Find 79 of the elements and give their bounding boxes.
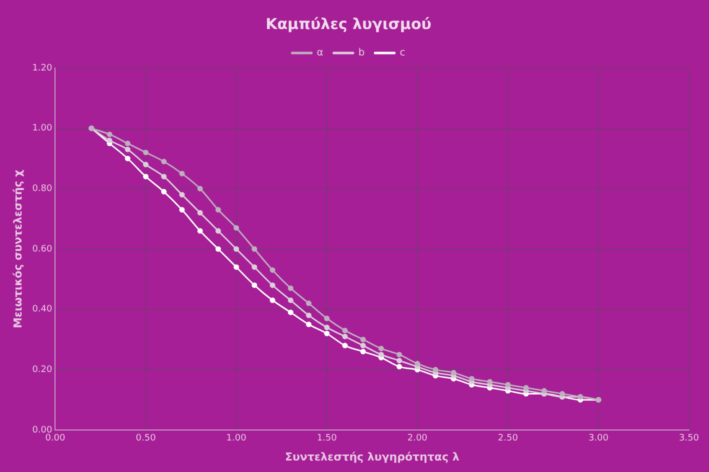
point	[396, 364, 402, 370]
y-axis-title: Μειωτικός συντελεστής χ	[11, 170, 24, 328]
point	[324, 330, 330, 336]
point	[197, 228, 203, 234]
point	[378, 352, 384, 358]
point	[252, 264, 258, 270]
point	[143, 174, 149, 180]
point	[124, 140, 130, 146]
x-tick-label: 2.00	[407, 434, 428, 444]
point	[270, 298, 276, 304]
point	[324, 316, 330, 322]
point	[288, 285, 294, 291]
point	[324, 324, 330, 330]
point	[252, 246, 258, 252]
point	[523, 385, 529, 391]
x-tick-label: 0.00	[45, 434, 66, 444]
point	[342, 342, 348, 348]
point	[124, 156, 130, 162]
y-tick-label: 0.40	[32, 304, 53, 315]
point	[306, 322, 312, 328]
y-tick-label: 0.20	[32, 365, 53, 376]
point	[270, 282, 276, 288]
point	[541, 388, 547, 394]
point	[179, 207, 185, 213]
y-tick-label: 1.00	[32, 124, 53, 134]
point	[360, 342, 366, 348]
legend-label: α	[316, 48, 324, 59]
legend-label: b	[358, 48, 365, 59]
point	[342, 334, 348, 340]
point	[306, 300, 312, 306]
point	[179, 170, 185, 176]
point	[252, 282, 258, 288]
point	[234, 246, 240, 252]
point	[143, 162, 149, 168]
point	[124, 146, 130, 152]
point	[450, 370, 456, 376]
point	[360, 336, 366, 342]
point	[179, 192, 185, 198]
point	[396, 352, 402, 358]
y-tick-label: 0.80	[32, 184, 53, 194]
point	[505, 382, 511, 388]
x-axis-title: Συντελεστής λυγηρότητας λ	[284, 450, 460, 464]
y-tick-label: 0.60	[32, 244, 53, 254]
x-tick-label: 2.50	[498, 434, 518, 444]
point	[215, 246, 221, 252]
x-tick-label: 3.00	[588, 434, 609, 444]
x-tick-label: 3.50	[678, 434, 700, 444]
point	[396, 358, 402, 364]
point	[161, 174, 167, 180]
point	[560, 391, 565, 397]
point	[468, 376, 474, 382]
x-tick-label: 1.50	[316, 434, 338, 444]
point	[306, 312, 312, 318]
point	[197, 210, 203, 216]
y-tick-label: 1.20	[32, 63, 53, 74]
point	[288, 310, 294, 316]
point	[288, 298, 294, 304]
point	[234, 264, 240, 270]
point	[197, 186, 203, 192]
x-tick-label: 0.50	[136, 434, 156, 444]
point	[161, 158, 167, 164]
point	[487, 378, 493, 384]
point	[414, 360, 420, 366]
legend-label: c	[400, 48, 406, 59]
point	[342, 328, 348, 334]
point	[234, 225, 240, 231]
point	[161, 188, 167, 194]
point	[143, 150, 149, 156]
point	[270, 267, 276, 273]
chart-title: Καμπύλες λυγισμού	[266, 14, 432, 33]
point	[432, 366, 438, 372]
point	[106, 138, 112, 144]
x-tick-label: 1.00	[226, 434, 247, 444]
point	[215, 207, 221, 213]
point	[106, 132, 112, 138]
point	[360, 348, 366, 354]
point	[215, 228, 221, 234]
y-tick-label: 0.00	[32, 425, 53, 436]
point	[378, 346, 384, 352]
